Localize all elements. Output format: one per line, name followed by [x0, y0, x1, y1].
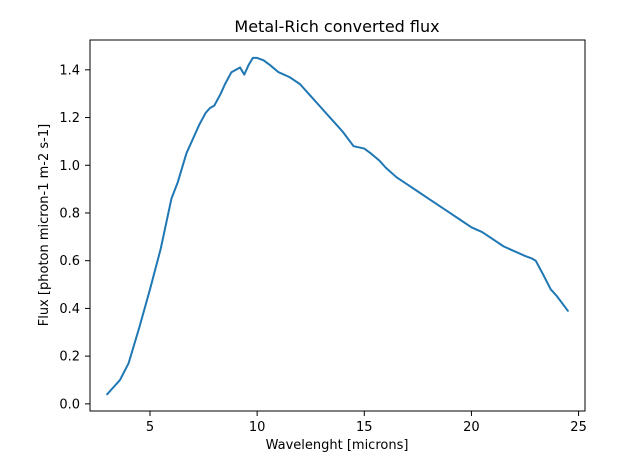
- x-tick-label: 15: [356, 420, 373, 435]
- chart-title: Metal-Rich converted flux: [234, 17, 439, 36]
- y-axis: 0.0 0.2 0.4 0.6 0.8 1.0 1.2 1.4: [59, 63, 90, 412]
- y-tick-label: 0.6: [59, 254, 80, 269]
- x-tick-label: 10: [249, 420, 266, 435]
- x-axis-label: Wavelenght [microns]: [266, 438, 409, 453]
- x-tick-label: 5: [146, 420, 154, 435]
- y-tick-label: 0.8: [59, 206, 80, 221]
- y-tick-label: 0.2: [59, 350, 80, 365]
- x-tick-label: 20: [463, 420, 480, 435]
- y-tick-label: 1.4: [59, 63, 80, 78]
- x-axis: 5 10 15 20 25: [146, 411, 587, 435]
- y-axis-label: Flux [photon micron-1 m-2 s-1]: [37, 124, 52, 326]
- y-tick-label: 0.0: [59, 397, 80, 412]
- series-line: [106, 56, 569, 396]
- y-tick-label: 1.2: [59, 111, 80, 126]
- y-tick-label: 0.4: [59, 302, 80, 317]
- y-tick-label: 1.0: [59, 159, 80, 174]
- x-tick-label: 25: [570, 420, 587, 435]
- axes-frame: [89, 39, 586, 412]
- plot-area: [106, 56, 569, 396]
